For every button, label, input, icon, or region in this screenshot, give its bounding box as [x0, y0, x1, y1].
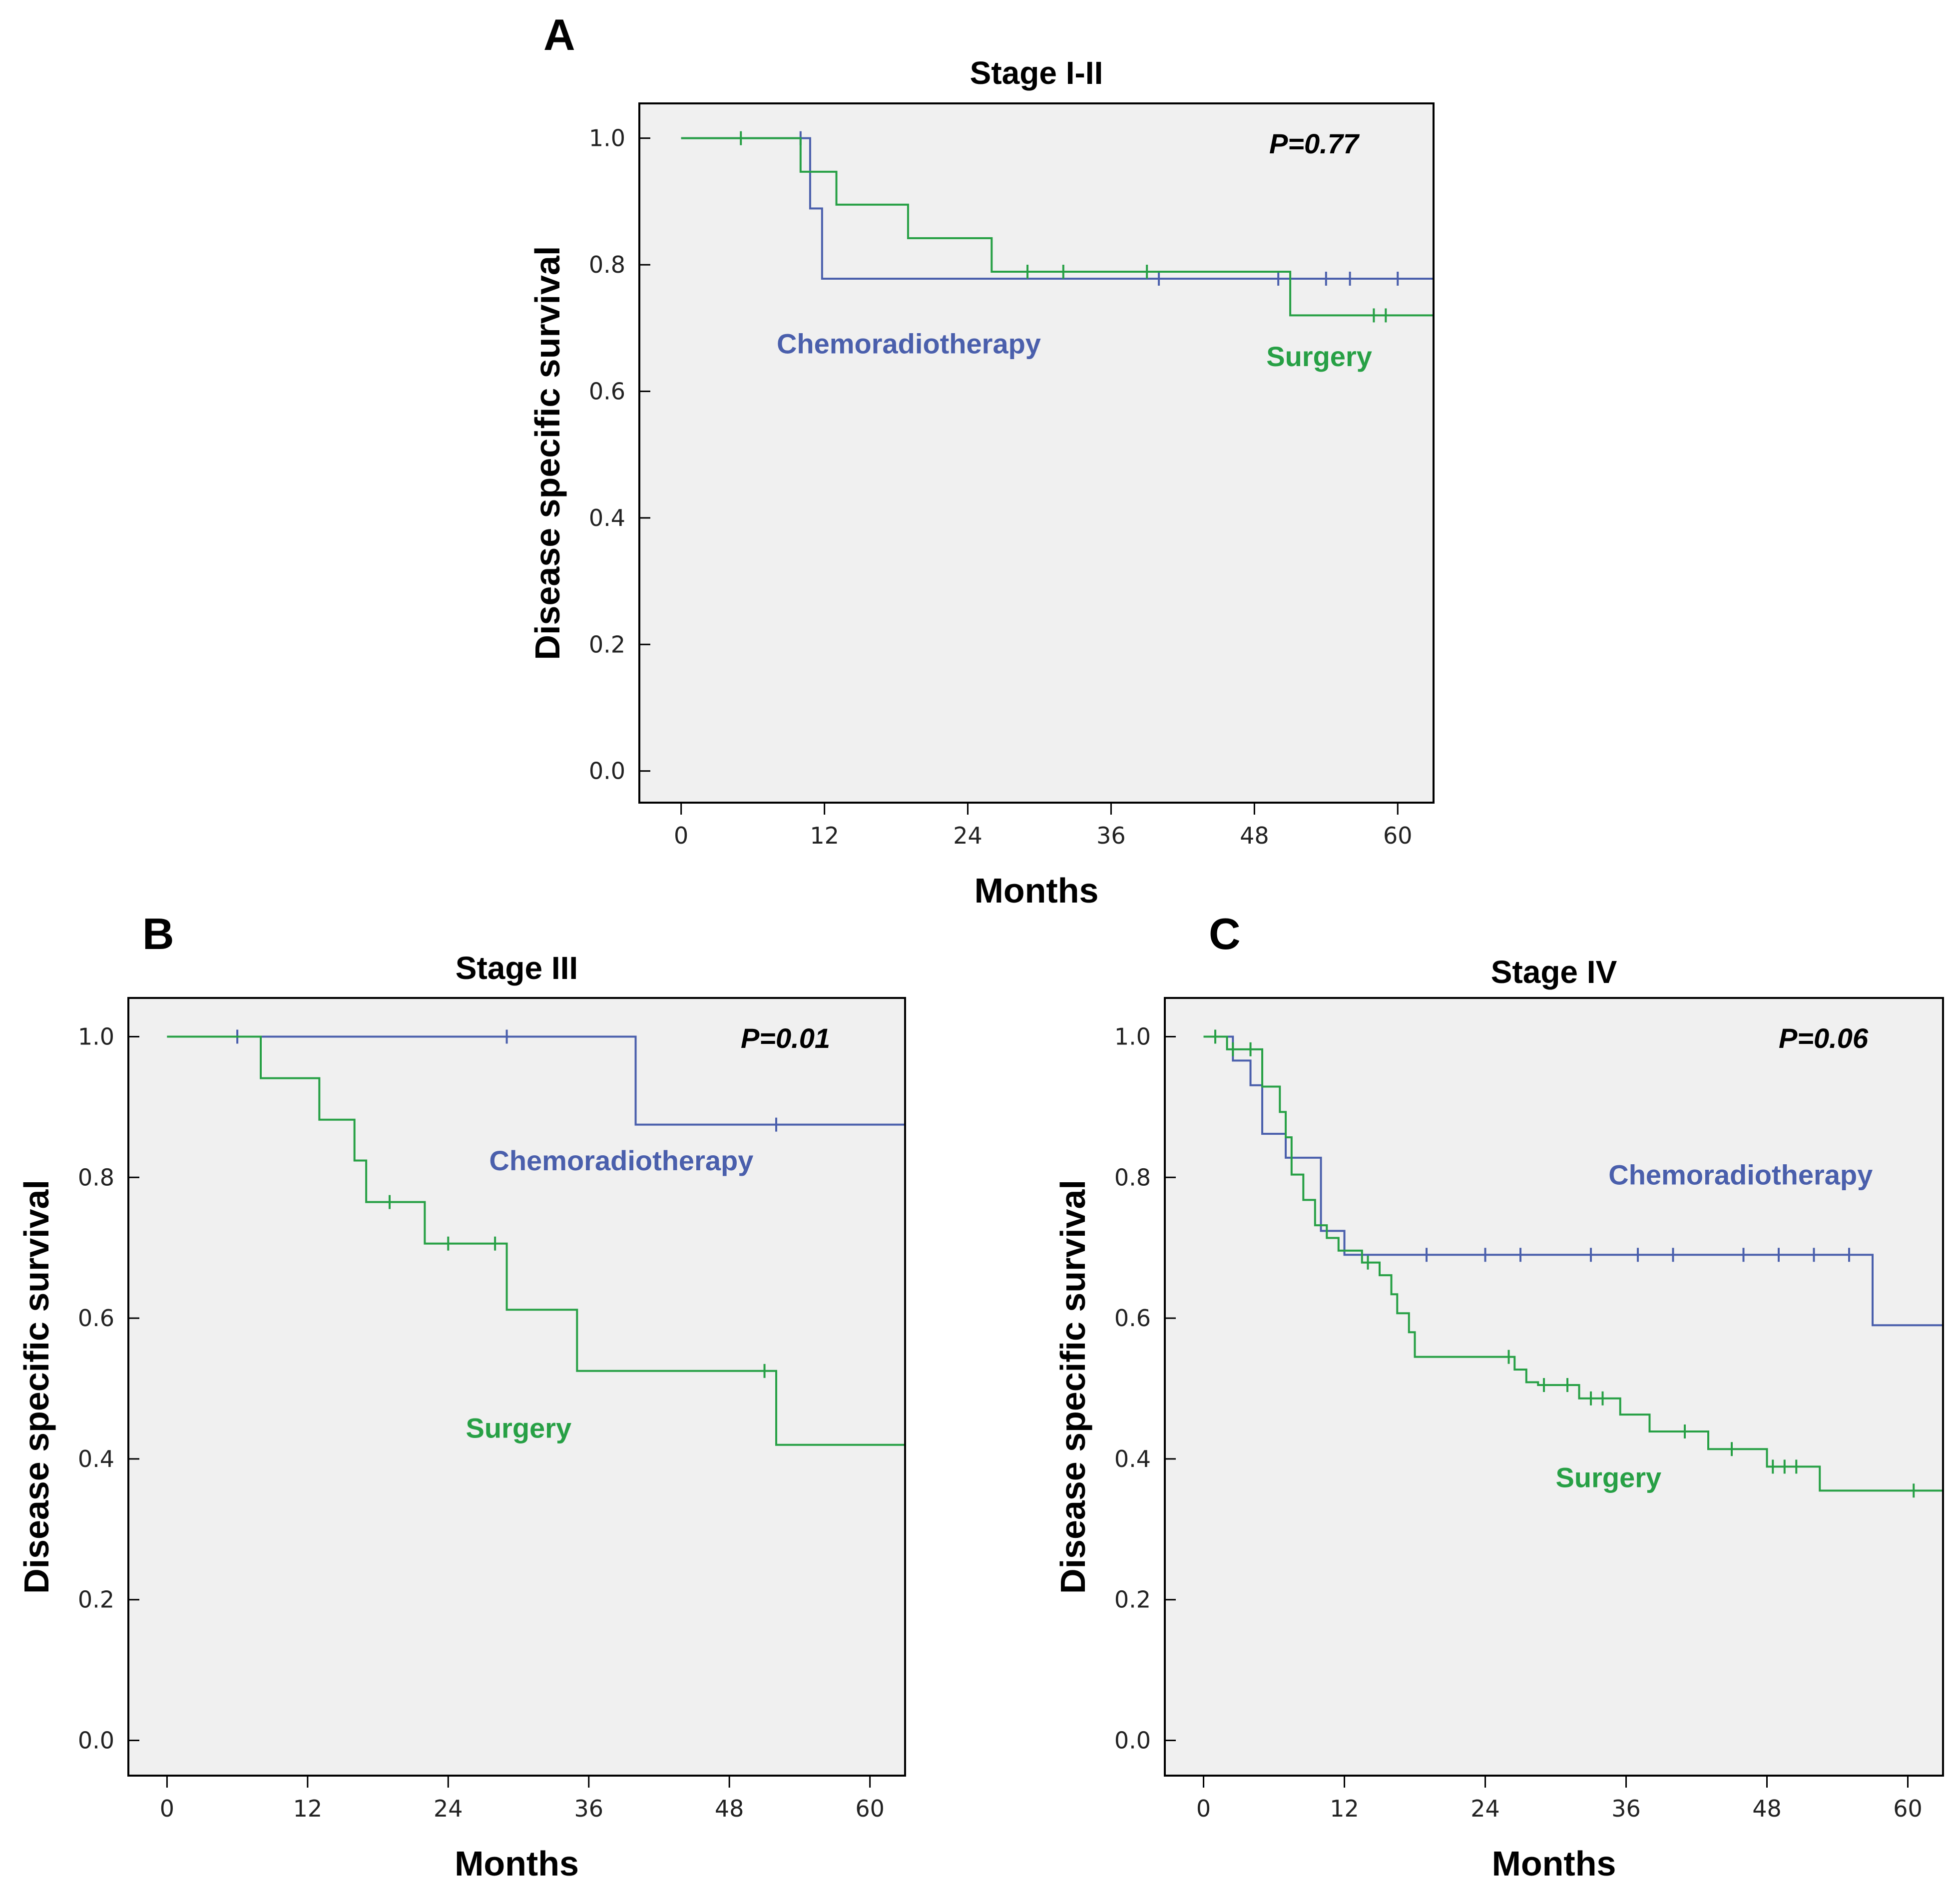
plot-area — [638, 102, 1435, 804]
series-label-surgery: Surgery — [1266, 341, 1372, 372]
x-tick-label: 48 — [715, 1795, 744, 1822]
y-tick-label: 0.4 — [78, 1445, 114, 1472]
x-tick-label: 12 — [293, 1795, 323, 1822]
series-label-chemoradiotherapy: Chemoradiotherapy — [1608, 1159, 1873, 1190]
panel-letter: B — [142, 909, 174, 958]
x-tick-label: 24 — [1470, 1795, 1500, 1822]
y-tick-label: 0.2 — [589, 631, 625, 658]
series-label-chemoradiotherapy: Chemoradiotherapy — [777, 328, 1041, 359]
x-tick-label: 48 — [1240, 822, 1269, 849]
y-tick-label: 0.6 — [78, 1305, 114, 1332]
plot-area — [127, 997, 906, 1777]
plot-frame — [638, 102, 1435, 804]
p-value: P=0.77 — [1269, 128, 1360, 159]
plot-frame — [1164, 997, 1944, 1777]
survival-curve-surgery — [1203, 1035, 1943, 1492]
y-axis-title: Disease specific survival — [1053, 1180, 1092, 1594]
x-axis-title: Months — [1492, 1844, 1616, 1883]
series-label-chemoradiotherapy: Chemoradiotherapy — [489, 1145, 753, 1176]
y-tick-label: 1.0 — [78, 1023, 114, 1050]
x-tick-label: 60 — [855, 1795, 885, 1822]
x-tick-label: 36 — [574, 1795, 603, 1822]
y-tick-label: 1.0 — [1114, 1023, 1151, 1050]
y-tick-label: 0.4 — [589, 504, 625, 531]
x-tick-label: 60 — [1893, 1795, 1923, 1822]
y-tick-label: 0.8 — [589, 251, 625, 278]
x-tick-label: 24 — [953, 822, 982, 849]
x-tick-label: 12 — [810, 822, 839, 849]
x-tick-label: 0 — [160, 1795, 174, 1822]
y-axis-title: Disease specific survival — [17, 1180, 56, 1594]
chart-title: Stage III — [456, 950, 578, 986]
panel-letter: C — [1209, 909, 1241, 958]
y-tick-label: 0.6 — [589, 378, 625, 405]
chart-title: Stage I-II — [970, 55, 1103, 91]
survival-curve-surgery — [681, 137, 1434, 317]
y-tick-label: 0.0 — [589, 758, 625, 785]
x-tick-label: 48 — [1752, 1795, 1782, 1822]
y-tick-label: 0.2 — [78, 1586, 114, 1613]
x-tick-label: 0 — [1196, 1795, 1211, 1822]
survival-curve-chemoradiotherapy — [167, 1035, 905, 1126]
y-tick-label: 0.0 — [78, 1727, 114, 1754]
y-tick-label: 0.8 — [1114, 1164, 1151, 1191]
y-tick-label: 0.0 — [1114, 1727, 1151, 1754]
x-axis-title: Months — [455, 1844, 579, 1883]
panel-letter: A — [543, 10, 575, 59]
y-tick-label: 0.4 — [1114, 1445, 1151, 1472]
x-tick-label: 60 — [1383, 822, 1413, 849]
y-tick-label: 0.6 — [1114, 1305, 1151, 1332]
p-value: P=0.06 — [1779, 1022, 1869, 1054]
y-tick-label: 1.0 — [589, 125, 625, 152]
x-axis-title: Months — [975, 871, 1099, 910]
series-label-surgery: Surgery — [1556, 1461, 1662, 1493]
p-value: P=0.01 — [741, 1022, 830, 1054]
x-tick-label: 36 — [1096, 822, 1126, 849]
x-tick-label: 12 — [1330, 1795, 1359, 1822]
x-tick-label: 36 — [1611, 1795, 1641, 1822]
panel-a: A Stage I-II 0.0 0.2 0.4 0.6 0.8 1.0 0 12 24 36 48 60… — [528, 10, 1435, 910]
y-axis-title: Disease specific survival — [528, 246, 567, 660]
panel-c: C Stage IV 0.0 0.2 0.4 0.6 0.8 1.0 0 12 24 36 48 60 Mo… — [1053, 909, 1944, 1883]
x-tick-label: 0 — [674, 822, 688, 849]
survival-curve-chemoradiotherapy — [1203, 1035, 1943, 1327]
plot-frame — [127, 997, 906, 1777]
chart-title: Stage IV — [1491, 954, 1617, 990]
series-label-surgery: Surgery — [466, 1413, 571, 1444]
y-tick-label: 0.8 — [78, 1164, 114, 1191]
survival-curve-surgery — [167, 1035, 905, 1446]
x-tick-label: 24 — [434, 1795, 463, 1822]
panel-b: B Stage III 0.0 0.2 0.4 0.6 0.8 1.0 0 12 24 36 48 60 M… — [17, 909, 906, 1883]
plot-area — [1164, 997, 1944, 1777]
y-tick-label: 0.2 — [1114, 1586, 1151, 1613]
